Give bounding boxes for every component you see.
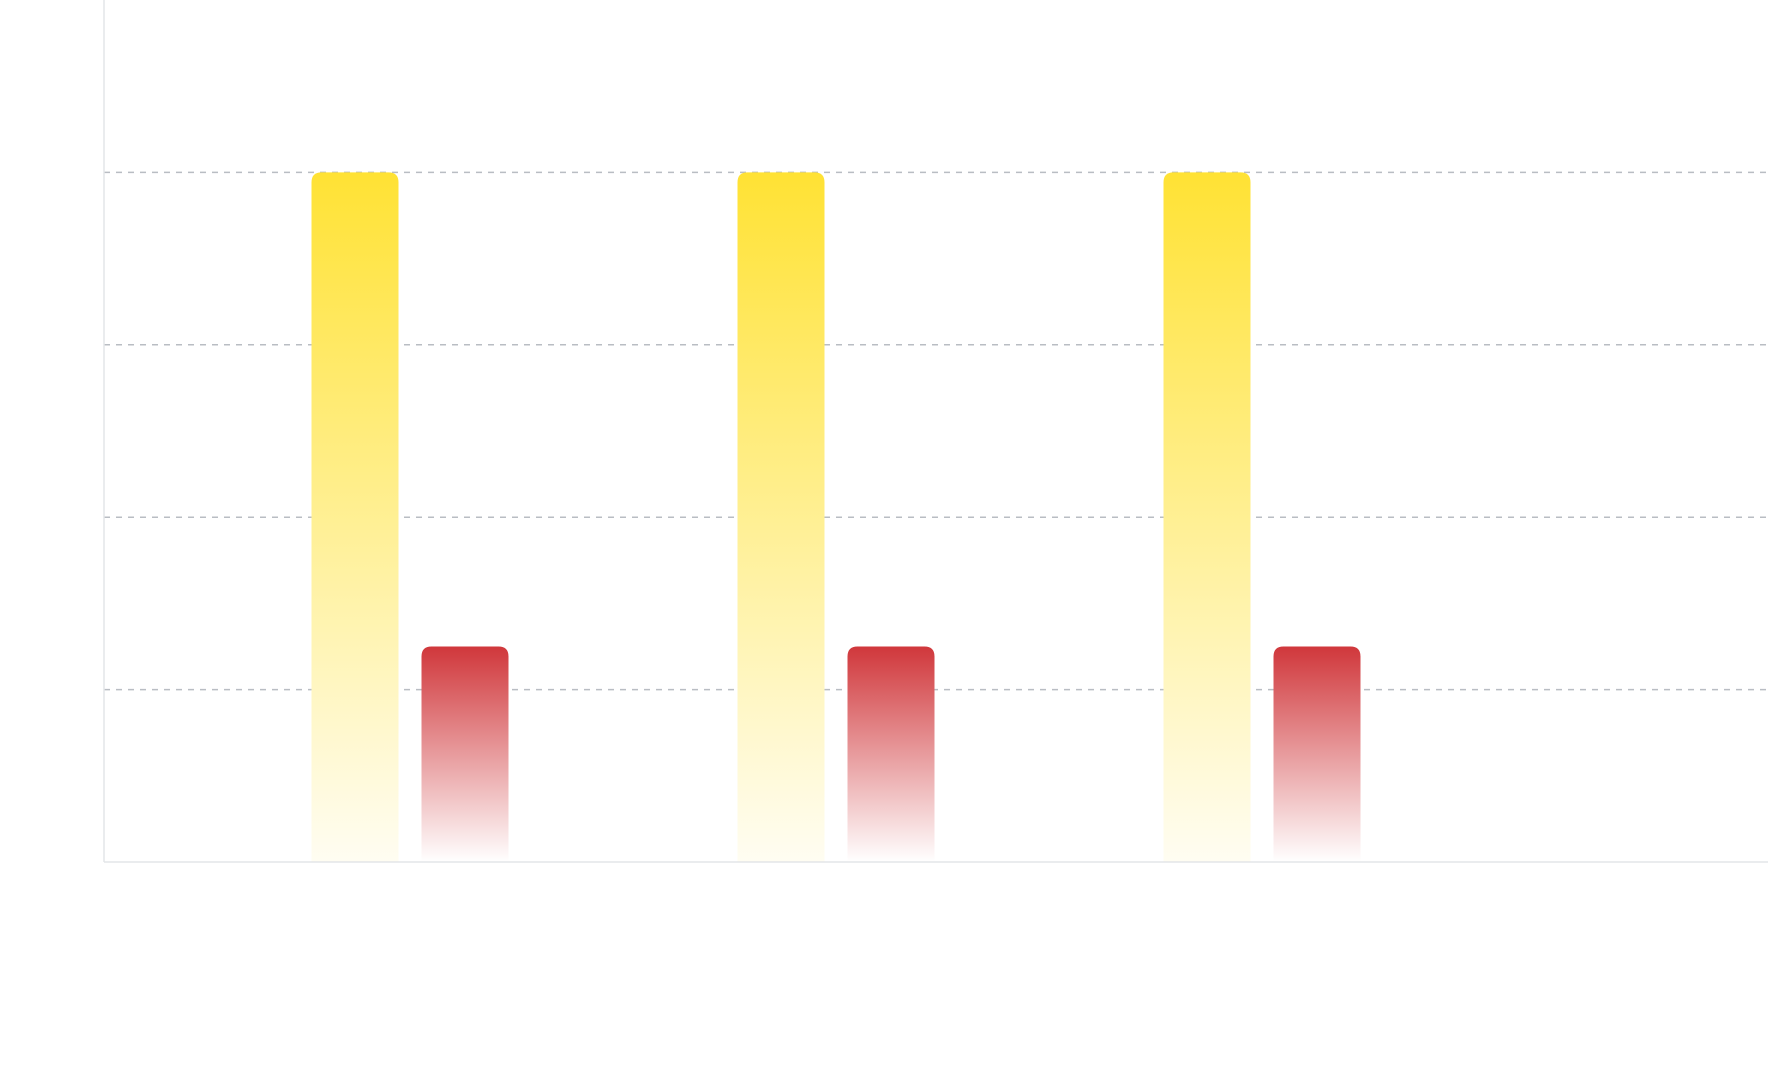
bar-series-1-group-3 — [1163, 172, 1251, 862]
bars — [311, 172, 1361, 862]
axes — [103, 0, 1768, 863]
bar-series-1-group-1 — [311, 172, 399, 862]
bar-series-2-group-3 — [1273, 646, 1361, 862]
bar-series-2-group-2 — [847, 646, 935, 862]
bar-series-1-group-2 — [737, 172, 825, 862]
bar-series-2-group-1 — [421, 646, 509, 862]
